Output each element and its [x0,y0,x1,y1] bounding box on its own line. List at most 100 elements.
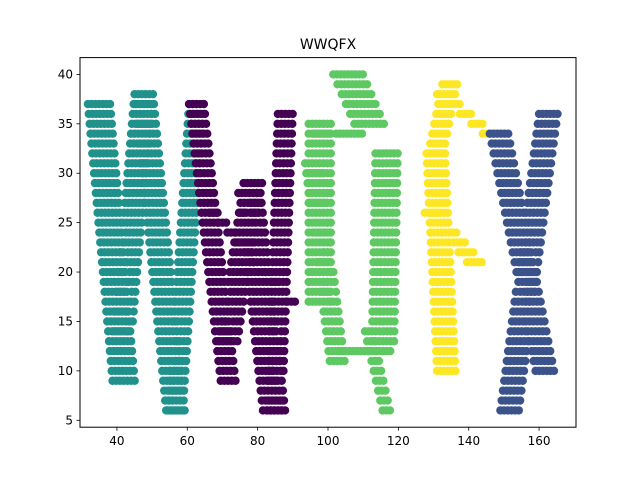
scatter-point [393,169,402,178]
scatter-point [132,267,142,277]
scatter-point [444,119,454,129]
scatter-point [181,366,190,376]
scatter-point [391,238,401,247]
scatter-point [443,198,452,208]
scatter-point [129,366,139,376]
scatter-point [105,99,115,109]
scatter-point [278,396,287,405]
scatter-point [210,198,220,208]
scatter-point [261,267,270,277]
scatter-point [376,366,386,376]
scatter-point [234,188,243,198]
scatter-point [364,327,373,336]
scatter-point [122,307,131,316]
scatter-point [447,277,456,287]
y-tick-label: 10 [58,364,73,378]
scatter-point [523,337,533,346]
scatter-point [450,356,460,366]
scatter-point [390,327,399,336]
scatter-point [335,317,344,326]
scatter-point [213,208,222,217]
scatter-point [549,139,558,148]
scatter-point [221,317,230,326]
scatter-point [393,159,402,168]
scatter-point [268,366,277,376]
scatter-point [532,267,542,277]
scatter-point [285,188,295,198]
scatter-point [269,327,279,336]
scatter-point [237,307,247,316]
scatter-point [286,159,296,168]
scatter-point [180,376,189,385]
scatter-point [543,188,552,198]
scatter-point [160,208,170,217]
series-2-q [300,70,402,415]
scatter-point [248,257,258,267]
scatter-point [271,376,280,385]
scatter-point [163,238,173,247]
scatter-point [288,119,297,129]
scatter-point [290,297,300,306]
scatter-point [209,188,219,198]
scatter-point [324,129,333,138]
x-tick-label: 160 [528,434,551,448]
x-tick-label: 80 [250,434,265,448]
scatter-point [526,257,535,267]
scatter-point [337,337,347,346]
scatter-point [287,149,296,158]
scatter-point [367,89,376,99]
scatter-point [539,218,548,227]
scatter-point [221,218,231,227]
scatter-point [112,178,122,188]
scatter-point [227,346,237,356]
scatter-point [521,327,530,336]
scatter-point [438,149,448,158]
scatter-point [550,129,560,138]
scatter-point [326,149,336,158]
scatter-point [329,267,338,277]
scatter-point [259,218,269,227]
x-tick-label: 100 [317,434,340,448]
scatter-point [179,396,188,405]
scatter-point [326,178,336,188]
scatter-point [440,139,450,148]
scatter-point [448,317,458,326]
scatter-point [285,178,295,188]
scatter-point [448,307,457,316]
scatter-point [379,376,388,385]
scatter-point [323,218,332,227]
scatter-point [230,228,239,237]
scatter-point [132,277,141,287]
scatter-point [183,327,193,336]
scatter-point [330,277,339,287]
scatter-point [188,257,198,267]
scatter-point [326,159,336,168]
scatter-point [452,80,462,89]
scatter-point [517,386,526,395]
x-tick-label: 120 [387,434,410,448]
scatter-point [504,129,513,138]
scatter-point [391,257,400,267]
scatter-point [443,208,453,217]
y-tick-label: 40 [58,67,73,81]
scatter-point [284,218,293,227]
scatter-point [553,109,562,119]
scatter-point [279,356,289,366]
scatter-point [113,188,123,198]
series-1-w [184,99,300,415]
x-axis: 40 60 80 100 120 140 160 [109,427,551,448]
scatter-point [137,218,146,227]
y-tick-label: 5 [65,413,73,427]
scatter-point [324,257,333,267]
scatter-point [149,99,159,109]
scatter-point [214,228,223,237]
scatter-point [130,376,139,385]
scatter-point [451,366,460,376]
y-tick-label: 20 [58,265,73,279]
scatter-point [391,267,400,277]
scatter-point [128,356,138,366]
y-tick-label: 35 [58,117,73,131]
scatter-point [379,119,389,129]
scatter-point [110,149,119,158]
scatter-point [285,198,294,208]
